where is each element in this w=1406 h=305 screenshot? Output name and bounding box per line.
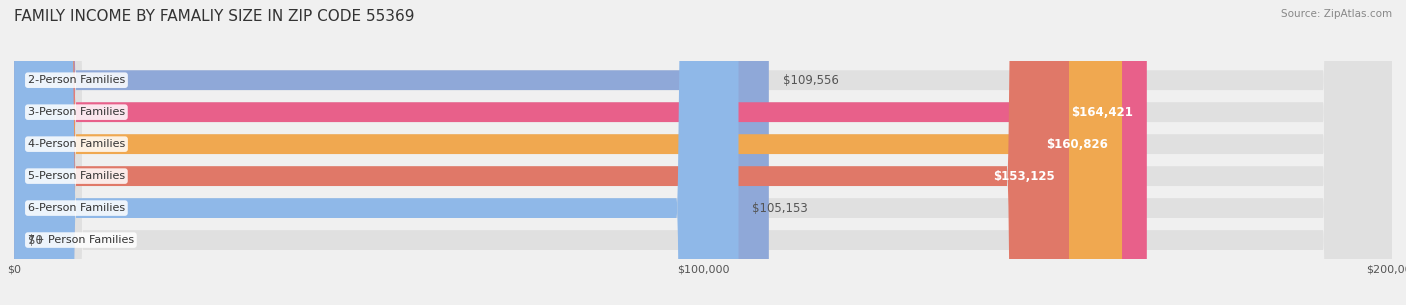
Text: FAMILY INCOME BY FAMALIY SIZE IN ZIP CODE 55369: FAMILY INCOME BY FAMALIY SIZE IN ZIP COD…	[14, 9, 415, 24]
FancyBboxPatch shape	[14, 0, 1392, 305]
FancyBboxPatch shape	[14, 0, 1392, 305]
FancyBboxPatch shape	[14, 0, 1122, 305]
Text: Source: ZipAtlas.com: Source: ZipAtlas.com	[1281, 9, 1392, 19]
FancyBboxPatch shape	[14, 0, 1392, 305]
FancyBboxPatch shape	[14, 0, 1392, 305]
Text: 4-Person Families: 4-Person Families	[28, 139, 125, 149]
Text: $153,125: $153,125	[994, 170, 1056, 183]
Text: $160,826: $160,826	[1046, 138, 1108, 151]
FancyBboxPatch shape	[14, 0, 1392, 305]
FancyBboxPatch shape	[14, 0, 1069, 305]
Text: 6-Person Families: 6-Person Families	[28, 203, 125, 213]
Text: 7+ Person Families: 7+ Person Families	[28, 235, 134, 245]
Text: $109,556: $109,556	[783, 74, 838, 87]
Text: 2-Person Families: 2-Person Families	[28, 75, 125, 85]
Text: $0: $0	[28, 234, 42, 246]
Text: 3-Person Families: 3-Person Families	[28, 107, 125, 117]
Text: 5-Person Families: 5-Person Families	[28, 171, 125, 181]
Text: $164,421: $164,421	[1071, 106, 1133, 119]
FancyBboxPatch shape	[14, 0, 1147, 305]
FancyBboxPatch shape	[14, 0, 1392, 305]
FancyBboxPatch shape	[14, 0, 769, 305]
Text: $105,153: $105,153	[752, 202, 808, 215]
FancyBboxPatch shape	[14, 0, 738, 305]
